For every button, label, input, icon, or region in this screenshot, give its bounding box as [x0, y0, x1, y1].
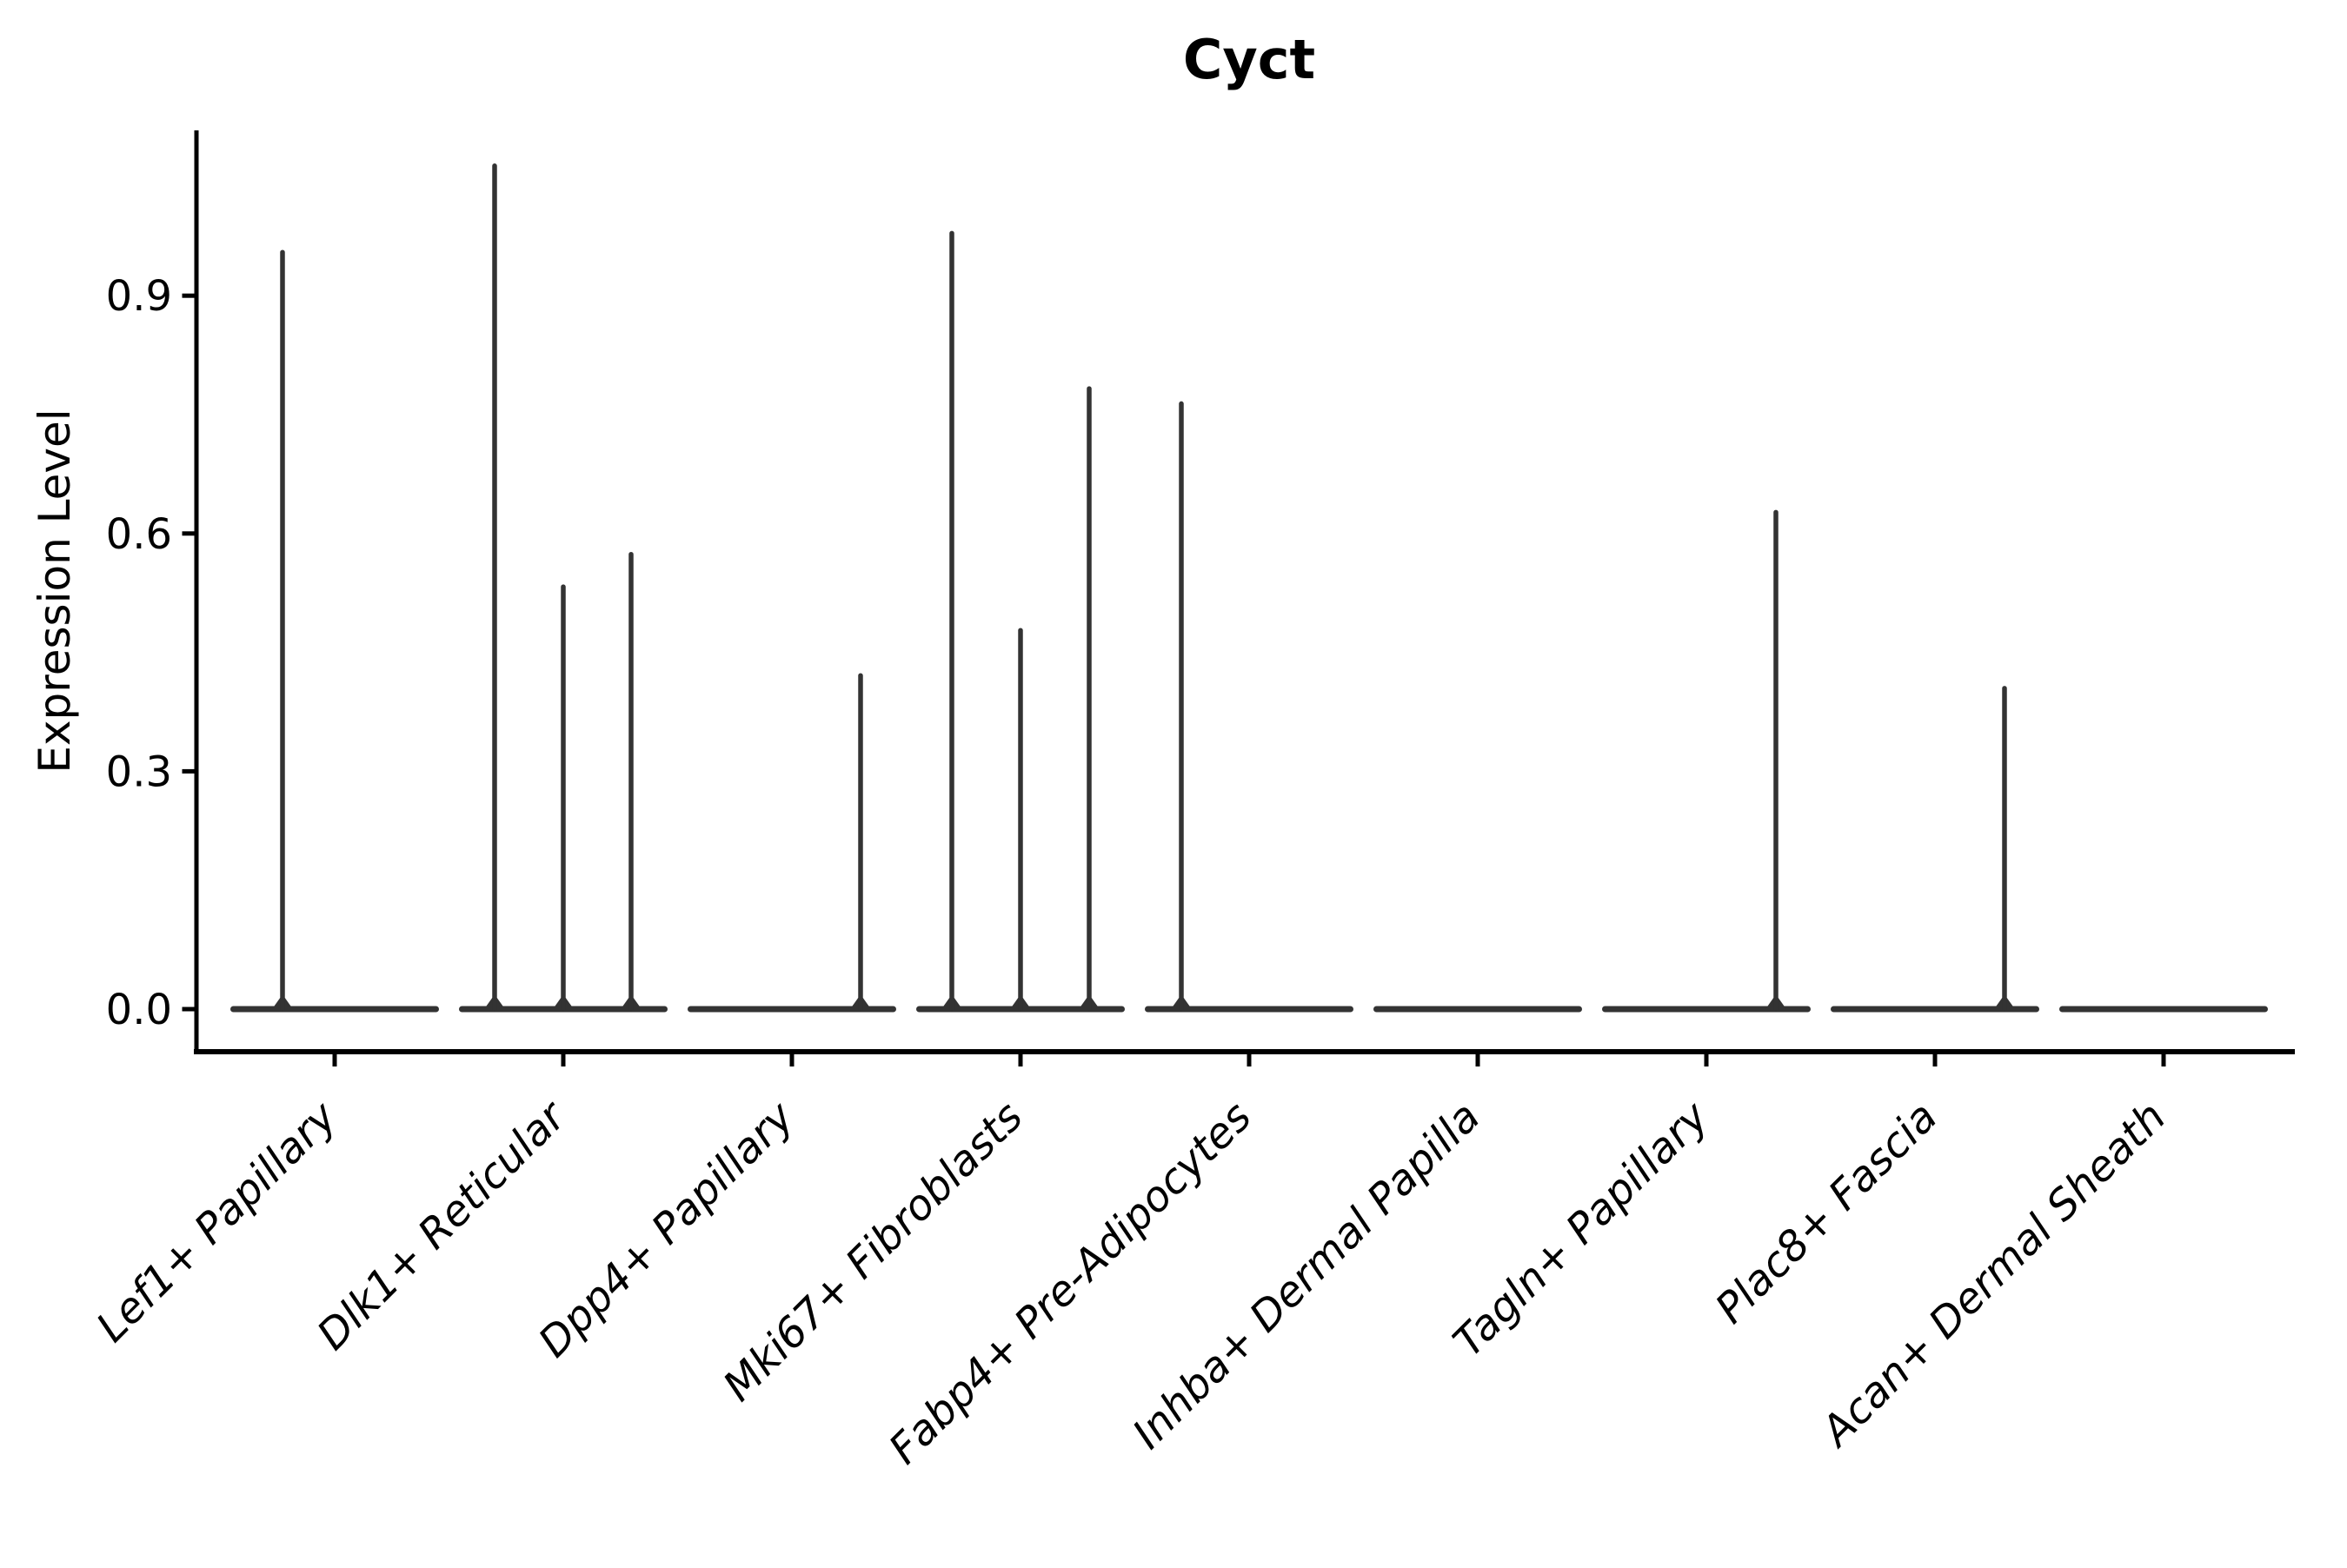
x-tick-mark [1704, 1054, 1709, 1066]
x-tick-mark [1247, 1054, 1252, 1066]
x-tick-label: Dlk1+ Reticular [308, 1091, 577, 1360]
y-axis-label: Expression Level [30, 409, 80, 773]
violin-baseline [230, 1006, 439, 1013]
x-tick-label: Lef1+ Papillary [87, 1092, 347, 1352]
violins [230, 163, 2268, 1013]
y-tick-mark [182, 1007, 195, 1012]
x-tick-mark [561, 1054, 566, 1066]
x-tick-label: Plac8+ Fascia [1706, 1093, 1947, 1333]
violin [688, 673, 896, 1013]
violin-baseline [1602, 1006, 1811, 1013]
violin-baseline [1831, 1006, 2039, 1013]
y-axis-spine [194, 130, 199, 1054]
y-tick-label: 0.3 [106, 747, 172, 796]
y-tick-label: 0.0 [106, 986, 172, 1034]
x-tick-label: Tagln+ Papillary [1444, 1092, 1719, 1366]
y-tick-mark [182, 531, 195, 536]
x-tick-mark [2161, 1054, 2166, 1066]
y-tick-mark [182, 293, 195, 298]
x-tick-mark [789, 1054, 795, 1066]
x-axis-spine [194, 1049, 2295, 1054]
violin [1373, 1006, 1582, 1013]
x-tick-mark [332, 1054, 337, 1066]
violin [459, 163, 668, 1013]
x-tick-mark [1932, 1054, 1938, 1066]
y-tick-mark [182, 768, 195, 774]
x-tick-label: Dpp4+ Papillary [529, 1092, 804, 1366]
violin-baseline [688, 1006, 896, 1013]
y-axis-ticks: 0.0 0.3 0.6 0.9 [106, 272, 195, 1034]
violin [1602, 509, 1811, 1013]
violin [230, 249, 439, 1013]
violin-baseline [1145, 1006, 1353, 1013]
violin [1831, 686, 2039, 1013]
chart-title: Cyct [1183, 28, 1315, 91]
violin [1145, 401, 1353, 1013]
x-tick-mark [1018, 1054, 1023, 1066]
x-tick-mark [1475, 1054, 1480, 1066]
x-tick-label: Fabp4+ Pre-Adipocytes [880, 1093, 1261, 1474]
violin-baseline [1373, 1006, 1582, 1013]
y-tick-label: 0.9 [106, 272, 172, 321]
violin-baseline [2059, 1006, 2268, 1013]
violin [916, 230, 1125, 1013]
y-tick-label: 0.6 [106, 510, 172, 559]
violin [2059, 1006, 2268, 1013]
